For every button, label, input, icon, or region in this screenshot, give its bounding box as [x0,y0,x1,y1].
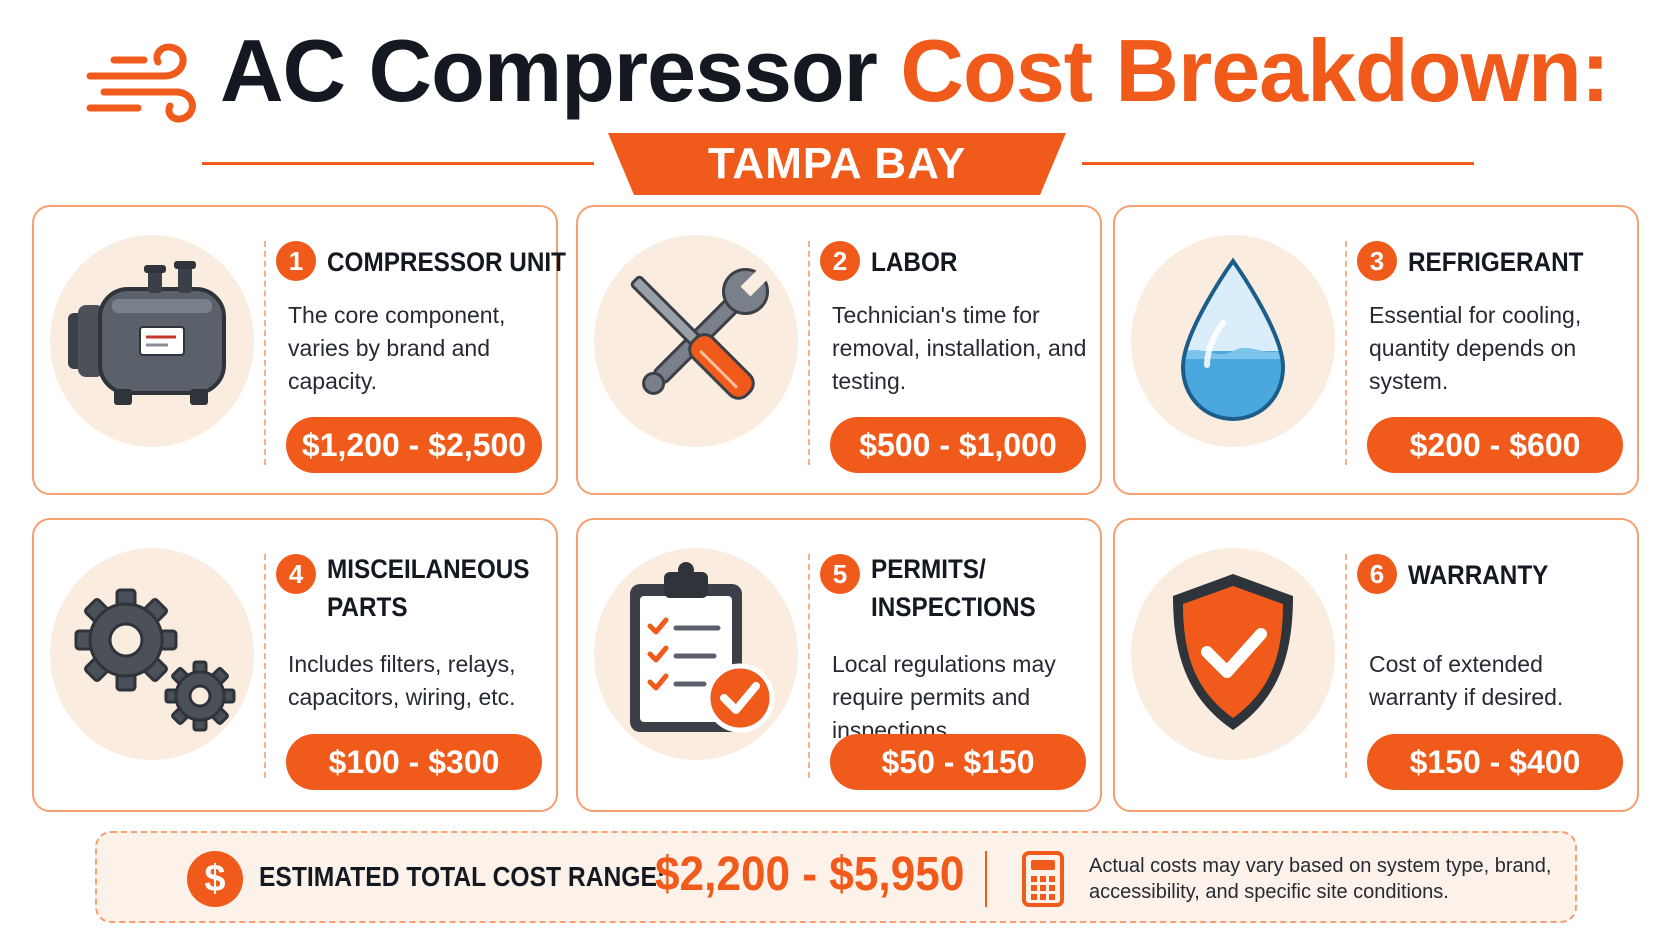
water-drop-icon [1180,257,1286,422]
cost-card-compressor-unit: 1 COMPRESSOR UNIT The core component, va… [32,205,566,495]
price-pill: $1,200 - $2,500 [286,417,542,473]
price-pill: $150 - $400 [1367,734,1623,790]
icon-circle [50,235,254,447]
banner-line-left [202,162,594,165]
compressor-icon [68,261,226,405]
page-title: AC Compressor Cost Breakdown: [220,18,1610,124]
cost-card-refrigerant: 3 REFRIGERANT Essential for cooling, qua… [1113,205,1639,495]
price-pill: $50 - $150 [830,734,1086,790]
card-title: MISCEILANEOUS PARTS [327,554,530,622]
price-pill: $100 - $300 [286,734,542,790]
card-divider [808,554,810,778]
footer-separator [985,851,987,907]
icon-circle [1131,235,1335,447]
card-title: PERMITS/ INSPECTIONS [871,554,1036,622]
card-description: Essential for cooling, quantity depends … [1369,302,1582,394]
banner-shape [608,133,1066,195]
icon-circle [1131,548,1335,760]
dollar-icon: $ [187,851,243,907]
card-divider [264,241,266,465]
icon-circle [594,235,798,447]
header: AC Compressor Cost Breakdown: [0,0,1672,130]
total-cost-footer: $ ESTIMATED TOTAL COST RANGE: $2,200 - $… [95,831,1577,923]
card-description: Local regulations may require permits an… [832,651,1056,743]
gears-icon [74,588,236,732]
wrench-screwdriver-icon [630,268,769,400]
location-banner: TAMPA BAY [608,133,1066,195]
card-title: WARRANTY [1408,560,1549,590]
icon-circle [594,548,798,760]
card-description: Technician's time for removal, installat… [832,302,1087,394]
card-divider [264,554,266,778]
card-divider [808,241,810,465]
card-number-badge: 1 [276,241,316,281]
title-dark: AC Compressor [220,21,878,120]
card-title: COMPRESSOR UNIT [327,247,566,277]
total-cost-value: $2,200 - $5,950 [655,848,965,901]
card-number-badge: 3 [1357,241,1397,281]
banner-line-right [1082,162,1474,165]
card-description: Cost of extended warranty if desired. [1369,651,1564,710]
card-number-badge: 4 [276,554,316,594]
cost-card-labor: 2 LABOR Technician's time for removal, i… [576,205,1102,495]
card-number-badge: 5 [820,554,860,594]
card-divider [1345,241,1347,465]
footer-note: Actual costs may vary based on system ty… [1089,855,1552,903]
total-cost-label: ESTIMATED TOTAL COST RANGE: [259,861,666,892]
card-divider [1345,554,1347,778]
card-title: REFRIGERANT [1408,247,1584,277]
price-pill: $500 - $1,000 [830,417,1086,473]
price-pill: $200 - $600 [1367,417,1623,473]
shield-check-icon [1173,574,1293,730]
clipboard-check-icon [630,562,775,733]
wind-icon [86,43,196,123]
title-accent: Cost Breakdown: [900,21,1610,120]
cost-card-miscellaneous-parts: 4 MISCEILANEOUS PARTS Includes filters, … [32,518,558,812]
calculator-icon [1022,851,1064,907]
card-number-badge: 6 [1357,554,1397,594]
card-number-badge: 2 [820,241,860,281]
banner-text: TAMPA BAY [707,139,967,188]
cost-card-permits-inspections: 5 PERMITS/ INSPECTIONS Local regulations… [576,518,1102,812]
card-description: Includes filters, relays, capacitors, wi… [288,651,516,710]
card-title: LABOR [871,247,958,277]
card-description: The core component, varies by brand and … [288,302,506,394]
icon-circle [50,548,254,760]
cost-card-warranty: 6 WARRANTY Cost of extended warranty if … [1113,518,1639,812]
